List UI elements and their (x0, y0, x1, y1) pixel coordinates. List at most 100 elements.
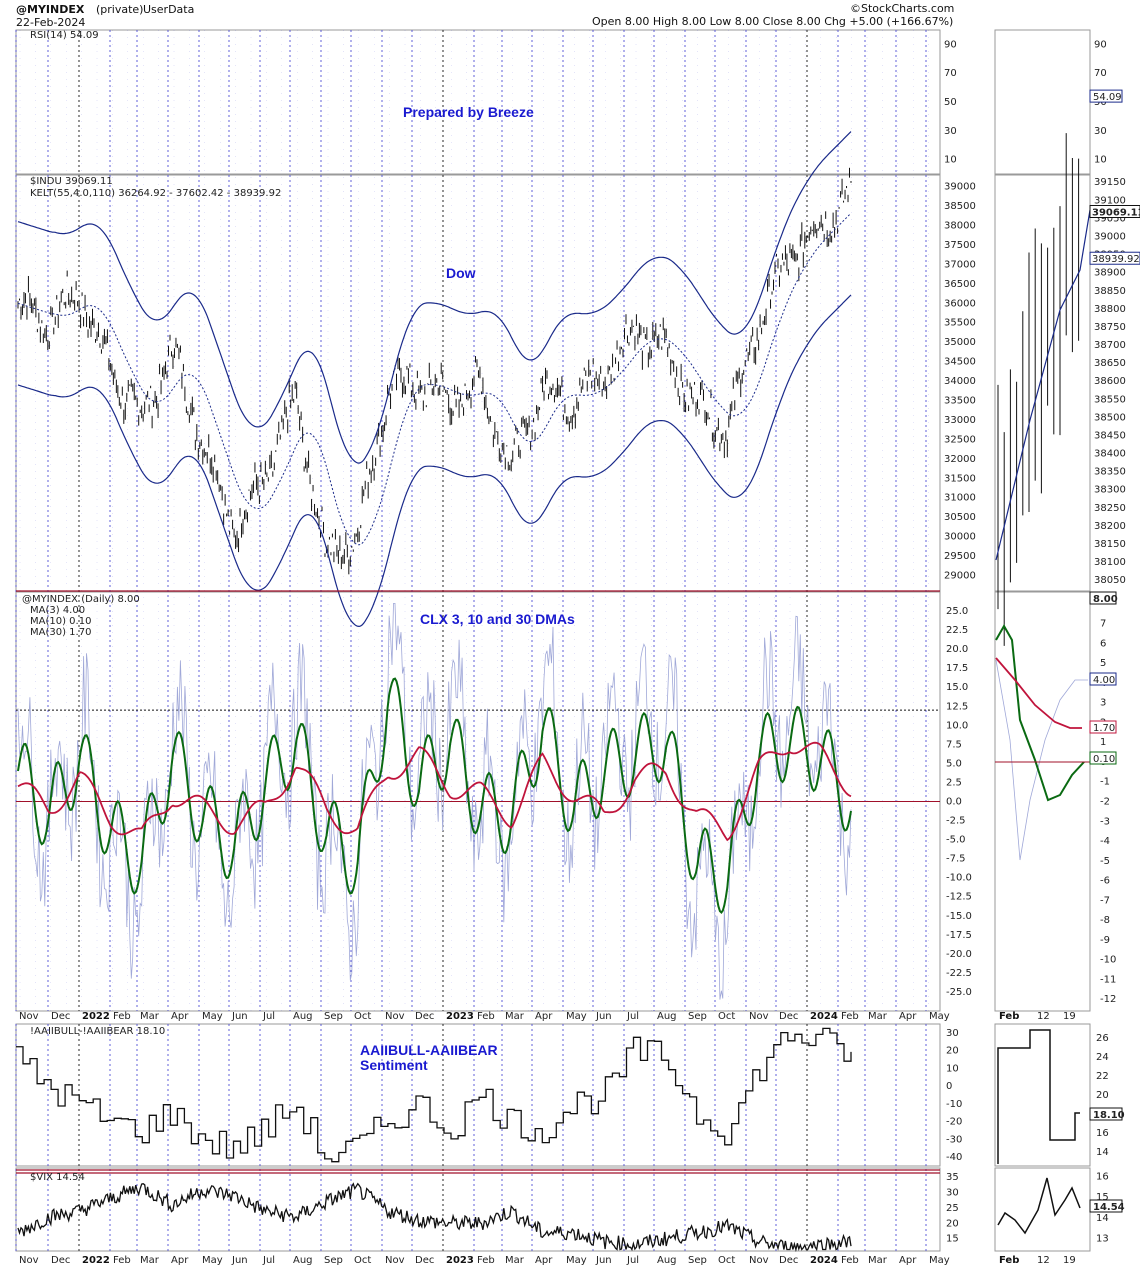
annotation-clx: CLX 3, 10 and 30 DMAs (420, 611, 575, 627)
zoom-frame-4 (994, 1167, 1091, 1252)
axis-tick-label: -1 (1100, 777, 1110, 788)
kelt-last-value: 38939.92 (1092, 254, 1140, 265)
axis-tick-label: -25.0 (946, 987, 972, 998)
axis-tick-label: 38450 (1094, 430, 1126, 441)
axis-tick-label: 35 (946, 1172, 959, 1183)
axis-tick-label: 0.0 (946, 797, 962, 808)
panel-frame-0 (15, 29, 941, 175)
month-label: Apr (899, 1255, 917, 1266)
vix-last-box (1089, 1199, 1123, 1213)
clx-ma10-value: 0.10 (1093, 754, 1115, 765)
axis-tick-label: 70 (1094, 68, 1107, 79)
axis-tick-label: 30 (946, 1188, 959, 1199)
month-label: Jun (595, 1011, 612, 1022)
axis-tick-label: 90 (944, 39, 957, 50)
month-label: Nov (749, 1255, 769, 1266)
month-label: Oct (718, 1011, 735, 1022)
brand-label[interactable]: ©StockCharts.com (850, 2, 954, 15)
axis-tick-label: 15 (1096, 1192, 1109, 1203)
kelt-upper-band (17, 131, 852, 464)
sentiment-line (16, 1027, 852, 1163)
month-label: Feb (113, 1255, 131, 1266)
zoom-frame-1 (994, 174, 1091, 592)
axis-tick-label: 39050 (1094, 213, 1126, 224)
ma3-line (17, 603, 852, 1000)
clx-ma30-box (1089, 720, 1117, 734)
rsi-last-value: 54.09 (1093, 92, 1122, 103)
clx-ma10-box (1089, 751, 1117, 765)
chart-date: 22-Feb-2024 (16, 16, 85, 29)
month-label: Oct (354, 1255, 371, 1266)
axis-tick-label: 32500 (944, 434, 976, 445)
axis-tick-label: 7.5 (946, 739, 962, 750)
axis-tick-label: 38700 (1094, 340, 1126, 351)
clx-last-box (1089, 591, 1117, 605)
axis-tick-label: 39000 (944, 182, 976, 193)
axis-tick-label: -9 (1100, 935, 1110, 946)
axis-tick-label: 15.0 (946, 682, 968, 693)
zoom-month-label: 19 (1063, 1255, 1076, 1266)
month-label: Apr (535, 1255, 553, 1266)
annotation-dow: Dow (446, 265, 476, 281)
axis-tick-label: 10 (946, 1063, 959, 1074)
axis-tick-label: 24 (1096, 1052, 1109, 1063)
month-label: Mar (868, 1255, 888, 1266)
axis-tick-label: 38550 (1094, 394, 1126, 405)
axis-tick-label: 29500 (944, 551, 976, 562)
axis-tick-label: 25.0 (946, 606, 968, 617)
axis-tick-label: 25 (946, 1203, 959, 1214)
dow-last-value: 39069.11 (1092, 207, 1140, 218)
axis-tick-label: -2.5 (946, 816, 966, 827)
month-label: Aug (293, 1255, 313, 1266)
axis-tick-label: -8 (1100, 915, 1110, 926)
month-gridlines (15, 30, 929, 1251)
dow-last-box (1089, 204, 1140, 218)
axis-tick-label: -22.5 (946, 968, 972, 979)
zoom-month-label: Feb (999, 1011, 1019, 1022)
month-label: Nov (19, 1255, 39, 1266)
axis-tick-label: 39100 (1094, 195, 1126, 206)
month-label: Jul (262, 1011, 275, 1022)
month-label: Feb (477, 1011, 495, 1022)
zoom-month-label: 12 (1037, 1255, 1050, 1266)
axis-tick-label: 70 (944, 68, 957, 79)
zoom-month-label: 12 (1037, 1011, 1050, 1022)
axis-tick-label: 30000 (944, 532, 976, 543)
axis-tick-label: 38350 (1094, 467, 1126, 478)
sentiment-last-box (1089, 1107, 1123, 1121)
axis-tick-label: 34500 (944, 357, 976, 368)
month-label: Oct (718, 1255, 735, 1266)
axis-tick-label: 22.5 (946, 625, 968, 636)
axis-tick-label: 16 (1096, 1171, 1109, 1182)
month-label: 2022 (82, 1255, 110, 1266)
axis-tick-label: -10 (1100, 955, 1116, 966)
axis-tick-label: 30 (944, 126, 957, 137)
axis-tick-label: 6 (1100, 638, 1106, 649)
kelt-legend: KELT(55,4.0,110) 36264.92 - 37602.42 - 3… (30, 188, 281, 199)
zoom-frame-0 (994, 29, 1091, 175)
axis-tick-label: 10 (1094, 155, 1107, 166)
axis-tick-label: -2 (1100, 797, 1110, 808)
axis-tick-label: 90 (1094, 39, 1107, 50)
axis-tick-label: 0 (946, 1081, 952, 1092)
axis-tick-label: 30500 (944, 512, 976, 523)
axis-tick-label: -4 (1100, 836, 1110, 847)
clx-last-value: 8.00 (1093, 594, 1118, 605)
axis-tick-label: 38900 (1094, 268, 1126, 279)
series-layer (16, 131, 1091, 1253)
axis-tick-label: -40 (946, 1152, 962, 1163)
axis-tick-label: 50 (944, 97, 957, 108)
axis-tick-label: 1 (1100, 737, 1106, 748)
axis-tick-label: -12 (1100, 994, 1116, 1005)
month-label: May (566, 1255, 587, 1266)
axis-tick-label: -10 (946, 1099, 962, 1110)
month-label: Feb (477, 1255, 495, 1266)
axis-tick-label: 38500 (1094, 412, 1126, 423)
axis-tick-label: 38850 (1094, 286, 1126, 297)
axis-tick-label: 5.0 (946, 758, 962, 769)
axis-tick-label: -20.0 (946, 949, 972, 960)
month-label: Nov (19, 1011, 39, 1022)
annotation-sentiment-2: Sentiment (360, 1057, 428, 1073)
month-label: Jun (231, 1011, 248, 1022)
axis-tick-label: -11 (1100, 974, 1116, 985)
